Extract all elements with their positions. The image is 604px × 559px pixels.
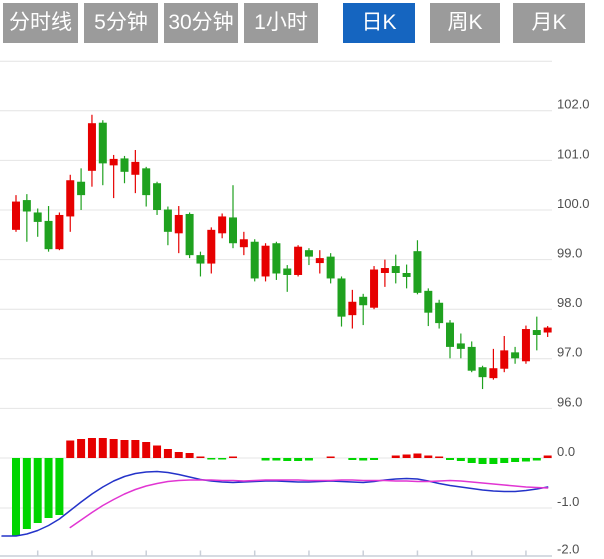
period-tab-bar: 分时线 5分钟 30分钟 1小时 日K 周K 月K (0, 0, 604, 46)
svg-text:99.0: 99.0 (557, 246, 582, 261)
svg-text:96.0: 96.0 (557, 394, 582, 409)
tab-monthly-k[interactable]: 月K (513, 3, 585, 43)
tab-1hour[interactable]: 1小时 (244, 3, 318, 43)
dea-line (69, 479, 549, 529)
svg-text:97.0: 97.0 (557, 345, 582, 360)
macd-axis-labels: 0.0 -1.0 -2.0 (557, 444, 579, 557)
svg-text:101.0: 101.0 (557, 146, 590, 161)
svg-text:98.0: 98.0 (557, 295, 582, 310)
candles (12, 114, 552, 390)
tab-30min[interactable]: 30分钟 (164, 3, 238, 43)
svg-text:0.0: 0.0 (557, 444, 575, 459)
tab-daily-k[interactable]: 日K (343, 3, 415, 43)
time-axis (0, 550, 552, 557)
tab-5min[interactable]: 5分钟 (84, 3, 158, 43)
svg-text:100.0: 100.0 (557, 196, 590, 211)
macd-histogram (12, 438, 552, 536)
svg-text:-2.0: -2.0 (557, 541, 579, 556)
svg-text:102.0: 102.0 (557, 97, 590, 112)
svg-text:-1.0: -1.0 (557, 494, 579, 509)
price-axis-labels: 102.0 101.0 100.0 99.0 98.0 97.0 96.0 (557, 97, 590, 410)
dif-line (1, 470, 549, 537)
tab-timeline[interactable]: 分时线 (3, 3, 78, 43)
tab-weekly-k[interactable]: 周K (430, 3, 500, 43)
